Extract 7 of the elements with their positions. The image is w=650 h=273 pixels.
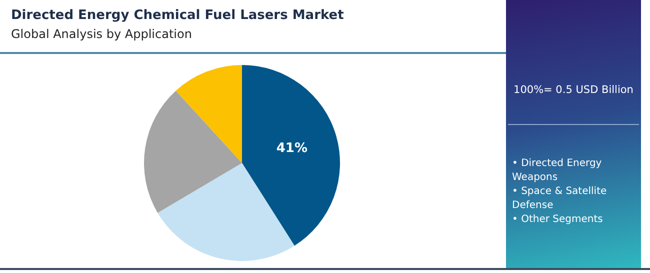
data-label: 41% bbox=[276, 140, 308, 156]
text: • Other Segments bbox=[512, 213, 604, 227]
text: • Space & Satellite Defense bbox=[512, 185, 608, 213]
chart-subtitle: Global Analysis by Application bbox=[11, 27, 192, 41]
text: 100%= 0.5 USD Billion bbox=[512, 84, 634, 96]
chart-title: Directed Energy Chemical Fuel Lasers Market bbox=[11, 8, 344, 23]
text: • Directed Energy Weapons bbox=[512, 157, 603, 185]
